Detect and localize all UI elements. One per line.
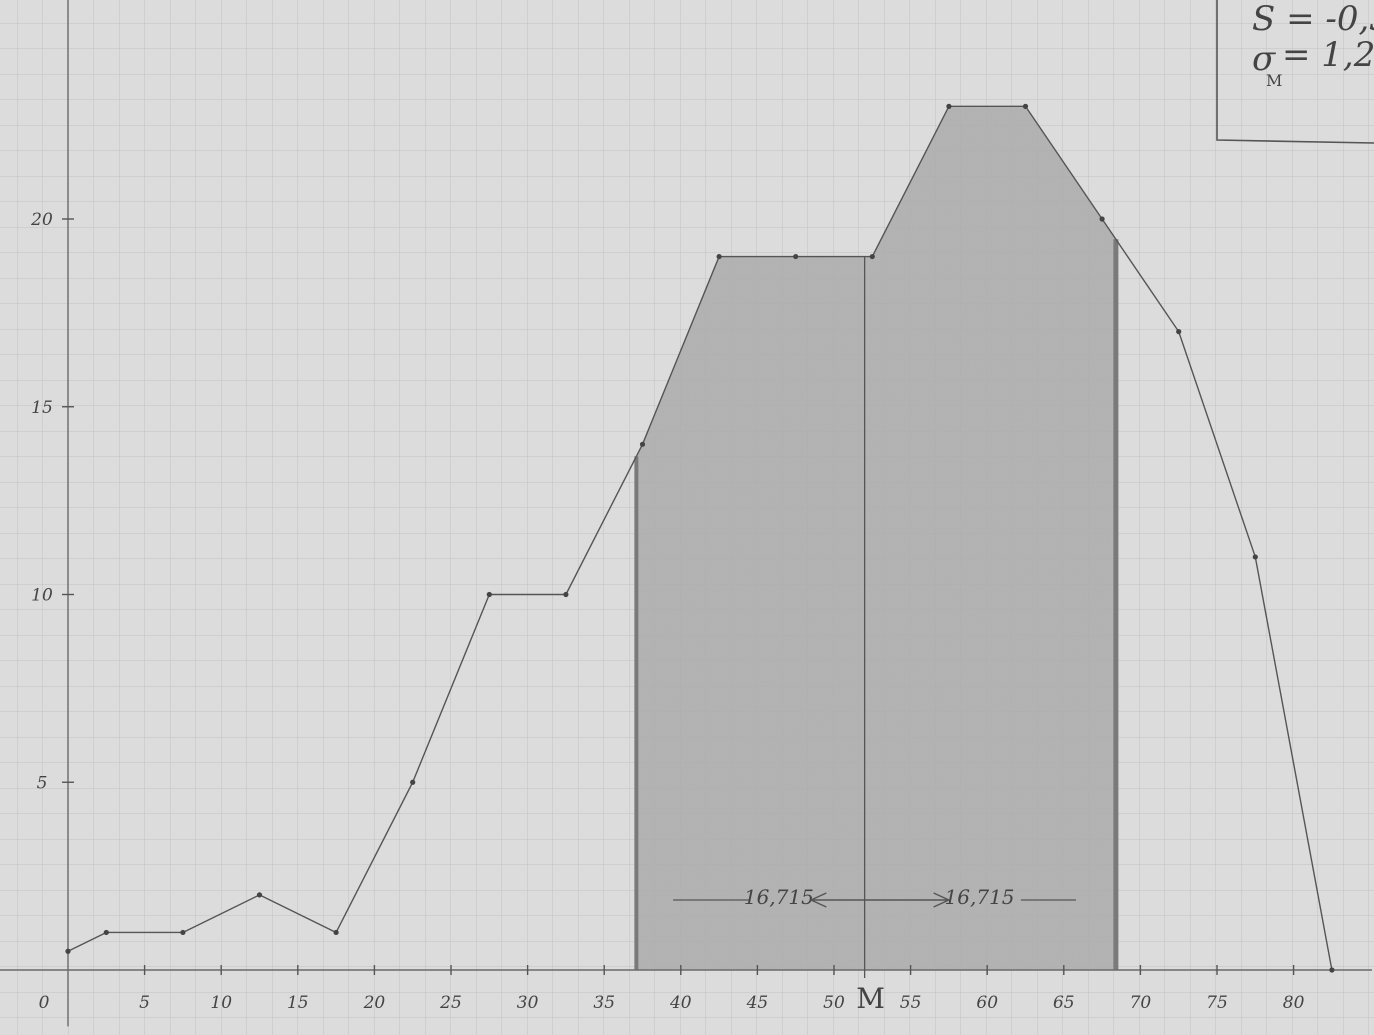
stat-sigma-symbol: σ bbox=[1252, 39, 1276, 79]
left-distance-label: 16,715 bbox=[744, 885, 814, 909]
data-point bbox=[410, 779, 416, 785]
stat-sigma-subscript: M bbox=[1266, 71, 1282, 90]
x-tick-label: 60 bbox=[976, 993, 998, 1013]
data-point bbox=[639, 441, 646, 447]
stat-s-value: S = -0,3 bbox=[1252, 0, 1374, 39]
stat-sigma-value: = 1,2 bbox=[1282, 35, 1374, 75]
data-point bbox=[103, 929, 109, 936]
data-point bbox=[180, 929, 186, 936]
shaded-area-texture bbox=[636, 106, 1116, 971]
data-point bbox=[486, 591, 492, 598]
data-point bbox=[256, 892, 263, 898]
data-point bbox=[1099, 216, 1105, 222]
x-tick-label: 50 bbox=[823, 993, 845, 1013]
stats-box-border bbox=[1216, 0, 1374, 144]
data-point bbox=[333, 929, 339, 936]
x-tick-label: 20 bbox=[363, 993, 386, 1013]
right-distance-label: 16,715 bbox=[945, 885, 1015, 909]
x-tick-label: 80 bbox=[1283, 993, 1305, 1013]
x-tick-label: 70 bbox=[1130, 993, 1152, 1013]
y-tick-label: 5 bbox=[37, 773, 48, 793]
double-arrow bbox=[809, 892, 951, 908]
x-tick-label: 30 bbox=[517, 993, 539, 1013]
data-point bbox=[65, 948, 71, 954]
x-tick-label: 40 bbox=[669, 993, 692, 1013]
x-tick-label: 15 bbox=[287, 993, 309, 1013]
x-tick-label: 75 bbox=[1206, 993, 1228, 1013]
y-tick-label: 20 bbox=[30, 210, 53, 230]
data-point bbox=[563, 591, 569, 598]
x-tick-label: 65 bbox=[1053, 993, 1075, 1013]
series-line bbox=[67, 105, 1333, 971]
x-tick-label: 35 bbox=[593, 993, 615, 1013]
data-point bbox=[869, 253, 875, 260]
x-tick-label: 25 bbox=[439, 993, 462, 1013]
data-point bbox=[946, 103, 952, 109]
data-point bbox=[793, 253, 799, 260]
x-tick-label: 10 bbox=[210, 993, 232, 1013]
data-point bbox=[1252, 554, 1258, 560]
data-point bbox=[1176, 329, 1182, 335]
x-tick-label: 5 bbox=[139, 993, 150, 1013]
median-label: M bbox=[856, 982, 885, 1015]
data-point bbox=[716, 253, 722, 260]
data-point bbox=[1022, 103, 1029, 109]
x-tick-label: 0 bbox=[39, 993, 50, 1013]
y-tick-label: 10 bbox=[31, 586, 53, 606]
y-tick-label: 15 bbox=[31, 398, 53, 418]
x-tick-label: 45 bbox=[746, 993, 769, 1013]
data-point bbox=[1329, 967, 1335, 973]
x-tick-label: 55 bbox=[900, 993, 922, 1013]
